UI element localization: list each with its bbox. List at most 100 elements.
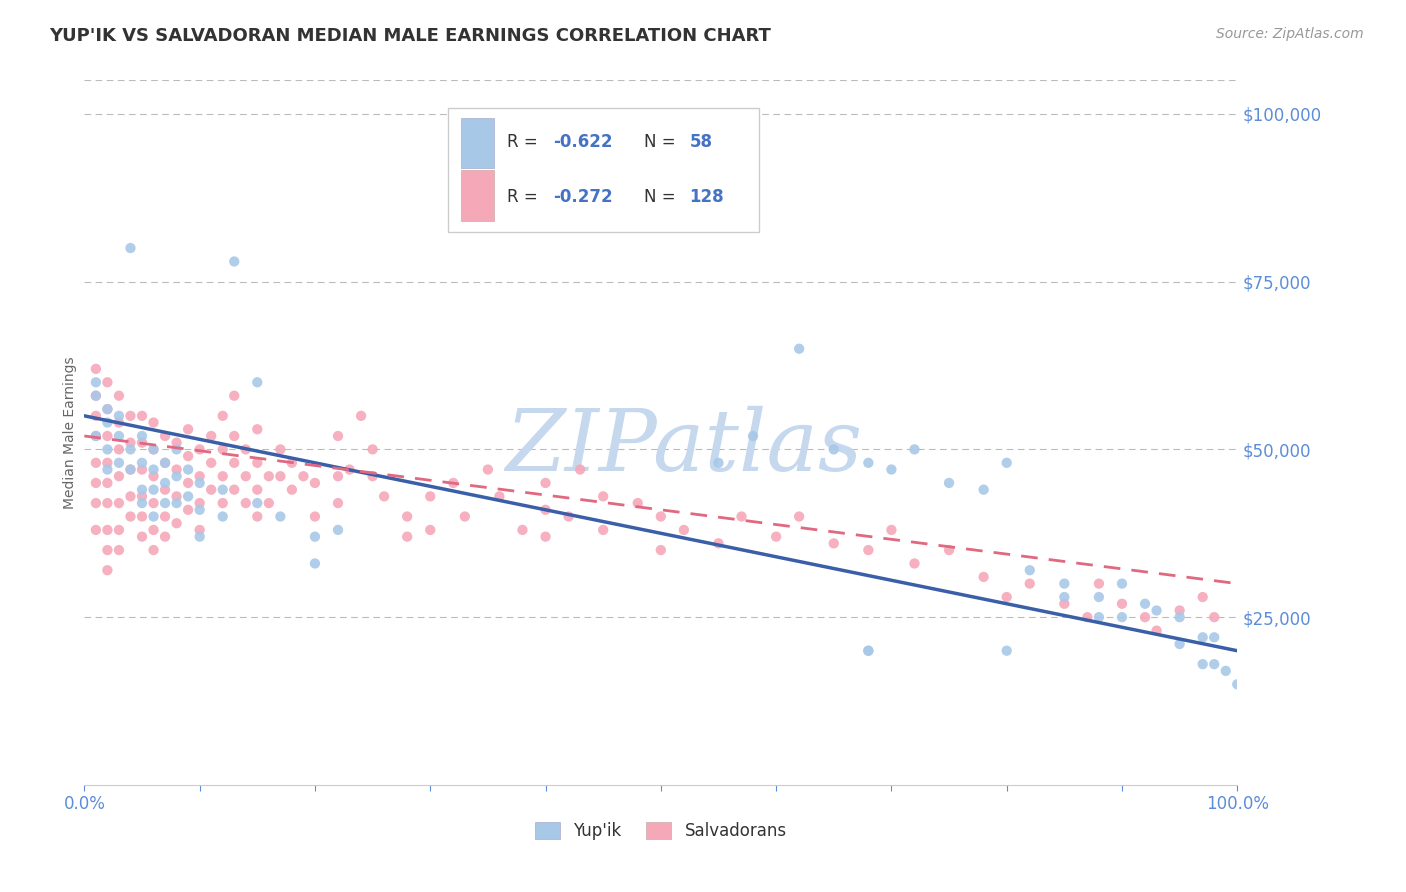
Point [166, 462, 188, 476]
Point [707, 456, 730, 470]
Point [512, 523, 534, 537]
Point [153, 483, 176, 497]
Point [246, 483, 269, 497]
Point [96, 402, 118, 417]
Point [1053, 576, 1076, 591]
Point [108, 496, 131, 510]
Point [1146, 624, 1168, 638]
Point [269, 509, 291, 524]
Point [1018, 576, 1040, 591]
Point [650, 509, 672, 524]
Text: -0.622: -0.622 [554, 133, 613, 152]
Point [188, 475, 211, 490]
Point [131, 435, 153, 450]
Point [224, 389, 246, 403]
Point [1111, 597, 1133, 611]
Text: Source: ZipAtlas.com: Source: ZipAtlas.com [1216, 27, 1364, 41]
Point [1204, 657, 1226, 672]
Point [108, 543, 131, 558]
Point [1053, 597, 1076, 611]
Point [120, 489, 142, 503]
Point [350, 409, 373, 423]
Point [650, 543, 672, 558]
Point [200, 483, 222, 497]
Point [166, 489, 188, 503]
Point [534, 530, 557, 544]
Point [84, 429, 107, 443]
Point [200, 456, 222, 470]
Point [142, 543, 165, 558]
Point [131, 483, 153, 497]
Point [211, 509, 233, 524]
Point [108, 429, 131, 443]
Point [120, 462, 142, 476]
Text: R =: R = [508, 187, 544, 205]
Point [787, 342, 810, 356]
Point [153, 496, 176, 510]
Point [858, 543, 880, 558]
Text: YUP'IK VS SALVADORAN MEDIAN MALE EARNINGS CORRELATION CHART: YUP'IK VS SALVADORAN MEDIAN MALE EARNING… [49, 27, 770, 45]
Point [326, 469, 349, 483]
Point [142, 483, 165, 497]
Point [188, 530, 211, 544]
Point [326, 496, 349, 510]
Point [188, 469, 211, 483]
Point [707, 536, 730, 550]
Point [281, 483, 304, 497]
Point [235, 469, 257, 483]
Point [84, 389, 107, 403]
Point [108, 409, 131, 423]
Point [1204, 610, 1226, 624]
Point [269, 469, 291, 483]
Point [823, 536, 845, 550]
Point [880, 523, 903, 537]
Point [153, 456, 176, 470]
Point [108, 416, 131, 430]
Point [84, 456, 107, 470]
Point [973, 483, 995, 497]
Point [177, 422, 200, 436]
Point [730, 509, 752, 524]
Point [1111, 610, 1133, 624]
Point [131, 496, 153, 510]
Point [120, 509, 142, 524]
Point [108, 389, 131, 403]
Point [361, 442, 384, 457]
Point [96, 496, 118, 510]
Point [339, 462, 361, 476]
Point [142, 462, 165, 476]
Point [1076, 610, 1098, 624]
Point [131, 456, 153, 470]
Point [224, 483, 246, 497]
Point [188, 442, 211, 457]
Point [304, 530, 326, 544]
Point [211, 496, 233, 510]
Point [166, 516, 188, 531]
Point [224, 456, 246, 470]
Point [592, 489, 614, 503]
Point [211, 409, 233, 423]
Point [742, 429, 765, 443]
Point [188, 496, 211, 510]
Point [938, 543, 960, 558]
Point [96, 429, 118, 443]
Point [108, 456, 131, 470]
Point [1168, 603, 1191, 617]
Point [84, 523, 107, 537]
Point [1168, 610, 1191, 624]
Point [1191, 630, 1213, 644]
Point [211, 442, 233, 457]
Point [1204, 630, 1226, 644]
Point [96, 376, 118, 390]
Point [361, 469, 384, 483]
Point [1133, 610, 1156, 624]
Point [153, 530, 176, 544]
Point [1191, 657, 1213, 672]
Point [142, 523, 165, 537]
Point [224, 254, 246, 268]
Point [177, 503, 200, 517]
Point [131, 530, 153, 544]
Point [96, 543, 118, 558]
Point [96, 563, 118, 577]
Point [131, 489, 153, 503]
